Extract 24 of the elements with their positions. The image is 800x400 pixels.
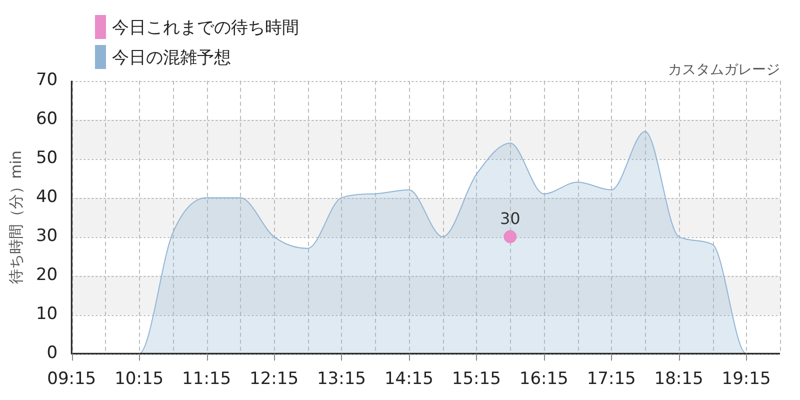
data-label: 30 xyxy=(500,208,520,228)
legend-label: 今日の混雑予想 xyxy=(112,46,231,68)
x-tick-label: 14:15 xyxy=(384,369,434,390)
legend-label: 今日これまでの待ち時間 xyxy=(112,16,299,38)
x-tick-label: 17:15 xyxy=(586,369,636,390)
x-tick-label: 11:15 xyxy=(182,369,232,390)
x-tick-label: 13:15 xyxy=(316,369,366,390)
y-tick-label: 30 xyxy=(36,226,58,246)
x-tick-label: 09:15 xyxy=(47,369,96,390)
chart-subtitle: カスタムガレージ xyxy=(668,62,780,78)
y-axis-title: 待ち時間（分）min xyxy=(6,150,25,284)
x-tick-label: 10:15 xyxy=(114,369,164,390)
y-tick-label: 0 xyxy=(46,343,58,364)
x-tick-label: 19:15 xyxy=(722,369,771,390)
x-tick-label: 15:15 xyxy=(452,369,501,390)
y-tick-label: 60 xyxy=(36,109,58,130)
x-tick-label: 18:15 xyxy=(654,369,704,390)
x-tick-label: 12:15 xyxy=(250,369,299,390)
y-tick-label: 40 xyxy=(36,187,58,208)
y-tick-label: 10 xyxy=(36,304,58,324)
y-tick-label: 50 xyxy=(36,148,58,168)
x-tick-label: 16:15 xyxy=(519,369,568,390)
y-tick-label: 20 xyxy=(36,265,58,286)
y-tick-label: 70 xyxy=(36,70,58,90)
